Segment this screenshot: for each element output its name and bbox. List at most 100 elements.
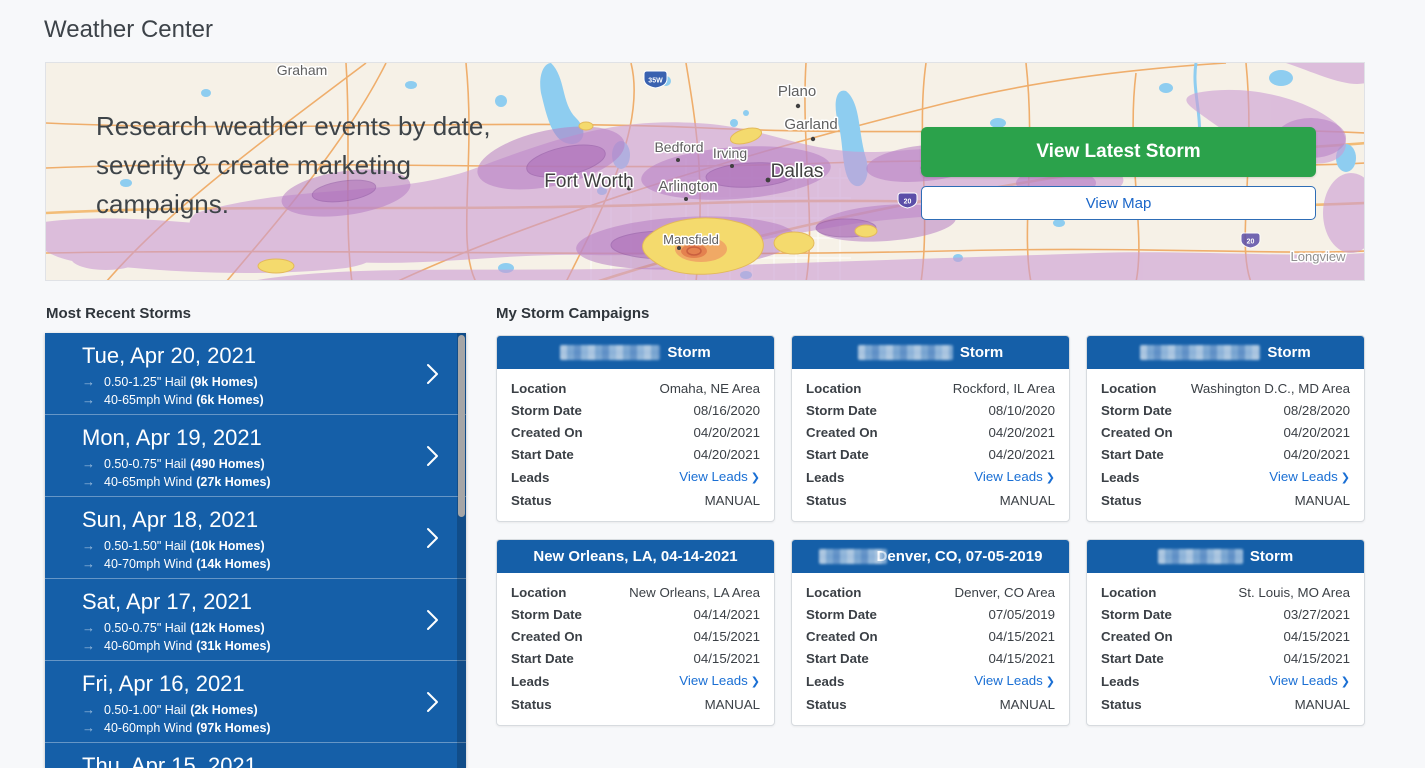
created-on-label: Created On (806, 424, 878, 440)
map-city-label: Garland (784, 116, 837, 133)
created-on-label: Created On (511, 628, 583, 644)
campaign-field-row: Status MANUAL (806, 489, 1055, 511)
storm-hail-line: → 0.50-1.50" Hail (10k Homes) (82, 538, 265, 553)
storm-wind-line: → 40-65mph Wind (27k Homes) (82, 474, 271, 489)
campaign-card: Storm Location Omaha, NE Area Storm Date 08… (496, 335, 775, 522)
map-city-label: Arlington (658, 178, 717, 195)
storm-date-value: 04/14/2021 (693, 606, 760, 622)
campaign-field-row: Created On 04/20/2021 (511, 421, 760, 443)
storm-list-item[interactable]: Sun, Apr 18, 2021 → 0.50-1.50" Hail (10k H… (45, 497, 466, 579)
campaign-card-header: New Orleans, LA, 04-14-2021 (497, 540, 774, 573)
storm-list-item[interactable]: Thu, Apr 15, 2021 (45, 743, 466, 768)
leads-label: Leads (1101, 469, 1140, 485)
campaign-field-row: Storm Date 04/14/2021 (511, 603, 760, 625)
created-on-value: 04/15/2021 (1283, 628, 1350, 644)
start-date-label: Start Date (511, 446, 574, 462)
start-date-value: 04/15/2021 (1283, 650, 1350, 666)
storm-list-item[interactable]: Fri, Apr 16, 2021 → 0.50-1.00" Hail (2k Ho… (45, 661, 466, 743)
status-value: MANUAL (999, 492, 1055, 508)
campaign-card-body: Location Washington D.C., MD Area Storm Da… (1087, 369, 1364, 521)
location-value: New Orleans, LA Area (629, 584, 760, 600)
campaign-field-row: Location Omaha, NE Area (511, 377, 760, 399)
view-leads-link[interactable]: View Leads ❯ (1269, 468, 1350, 484)
chevron-right-icon (427, 527, 438, 548)
storm-date-value: 03/27/2021 (1283, 606, 1350, 622)
arrow-right-icon: → (82, 556, 95, 571)
status-value: MANUAL (704, 492, 760, 508)
view-leads-link[interactable]: View Leads ❯ (679, 672, 760, 688)
hero-headline: Research weather events by date, severit… (96, 111, 491, 219)
chevron-right-icon: ❯ (750, 471, 760, 484)
start-date-value: 04/20/2021 (1283, 446, 1350, 462)
campaign-card-body: Location Denver, CO Area Storm Date 07/05/2… (792, 573, 1069, 725)
storm-date-label: Storm Date (511, 402, 582, 418)
redacted-text (1157, 549, 1243, 564)
start-date-value: 04/15/2021 (988, 650, 1055, 666)
chevron-right-icon (427, 363, 438, 384)
location-label: Location (511, 584, 567, 600)
view-leads-link[interactable]: View Leads ❯ (974, 672, 1055, 688)
arrow-right-icon: → (82, 474, 95, 489)
leads-value: View Leads ❯ (561, 468, 760, 487)
start-date-label: Start Date (511, 650, 574, 666)
storm-wind-line: → 40-70mph Wind (14k Homes) (82, 556, 271, 571)
campaign-field-row: Start Date 04/20/2021 (511, 443, 760, 465)
storm-date-label: Storm Date (806, 606, 877, 622)
campaign-field-row: Storm Date 08/16/2020 (511, 399, 760, 421)
leads-value: View Leads ❯ (856, 468, 1055, 487)
created-on-label: Created On (806, 628, 878, 644)
scrollbar-thumb[interactable] (458, 335, 465, 517)
arrow-right-icon: → (82, 392, 95, 407)
status-value: MANUAL (999, 696, 1055, 712)
campaign-card-body: Location Rockford, IL Area Storm Date 08/10… (792, 369, 1069, 521)
start-date-label: Start Date (1101, 650, 1164, 666)
storm-date-label: Storm Date (1101, 606, 1172, 622)
location-label: Location (1101, 584, 1157, 600)
arrow-right-icon: → (82, 456, 95, 471)
storm-date: Fri, Apr 16, 2021 (82, 671, 245, 696)
campaign-field-row: Status MANUAL (1101, 489, 1350, 511)
storm-list-item[interactable]: Mon, Apr 19, 2021 → 0.50-0.75" Hail (490 H… (45, 415, 466, 497)
start-date-label: Start Date (806, 446, 869, 462)
storm-date: Mon, Apr 19, 2021 (82, 425, 262, 450)
leads-label: Leads (806, 673, 845, 689)
storm-hail-line: → 0.50-1.25" Hail (9k Homes) (82, 374, 258, 389)
campaign-field-row: Location Rockford, IL Area (806, 377, 1055, 399)
scrollbar-track[interactable] (457, 333, 466, 768)
view-latest-storm-button[interactable]: View Latest Storm (921, 127, 1316, 177)
status-label: Status (806, 696, 847, 712)
arrow-right-icon: → (82, 538, 95, 553)
storm-hail-line: → 0.50-0.75" Hail (490 Homes) (82, 456, 265, 471)
storm-list-item[interactable]: Sat, Apr 17, 2021 → 0.50-0.75" Hail (12k H… (45, 579, 466, 661)
campaign-field-row: Start Date 04/15/2021 (511, 647, 760, 669)
campaign-field-row: Start Date 04/15/2021 (1101, 647, 1350, 669)
storm-date: Sun, Apr 18, 2021 (82, 507, 259, 532)
leads-label: Leads (1101, 673, 1140, 689)
location-value: Denver, CO Area (954, 584, 1055, 600)
location-value: St. Louis, MO Area (1238, 584, 1350, 600)
storm-wind-line: → 40-60mph Wind (97k Homes) (82, 720, 271, 735)
campaign-field-row: Created On 04/15/2021 (1101, 625, 1350, 647)
created-on-label: Created On (1101, 628, 1173, 644)
created-on-value: 04/20/2021 (988, 424, 1055, 440)
campaign-title: Storm (1249, 548, 1294, 565)
view-map-button[interactable]: View Map (921, 186, 1316, 220)
campaign-card-header: Denver, CO, 07-05-2019 (792, 540, 1069, 573)
storm-list-item[interactable]: Tue, Apr 20, 2021 → 0.50-1.25" Hail (9k Ho… (45, 333, 466, 415)
campaign-field-row: Status MANUAL (511, 489, 760, 511)
leads-value: View Leads ❯ (1151, 468, 1350, 487)
view-leads-link[interactable]: View Leads ❯ (974, 468, 1055, 484)
campaign-field-row: Storm Date 08/10/2020 (806, 399, 1055, 421)
arrow-right-icon: → (82, 702, 95, 717)
redacted-text (560, 345, 661, 360)
created-on-value: 04/15/2021 (693, 628, 760, 644)
view-leads-link[interactable]: View Leads ❯ (679, 468, 760, 484)
view-leads-link[interactable]: View Leads ❯ (1269, 672, 1350, 688)
status-label: Status (511, 696, 552, 712)
redacted-text (818, 549, 887, 564)
campaign-card: Denver, CO, 07-05-2019 Location Denver, C… (791, 539, 1070, 726)
campaign-card-header: Storm (497, 336, 774, 369)
chevron-right-icon (427, 445, 438, 466)
location-label: Location (1101, 380, 1157, 396)
created-on-value: 04/20/2021 (1283, 424, 1350, 440)
